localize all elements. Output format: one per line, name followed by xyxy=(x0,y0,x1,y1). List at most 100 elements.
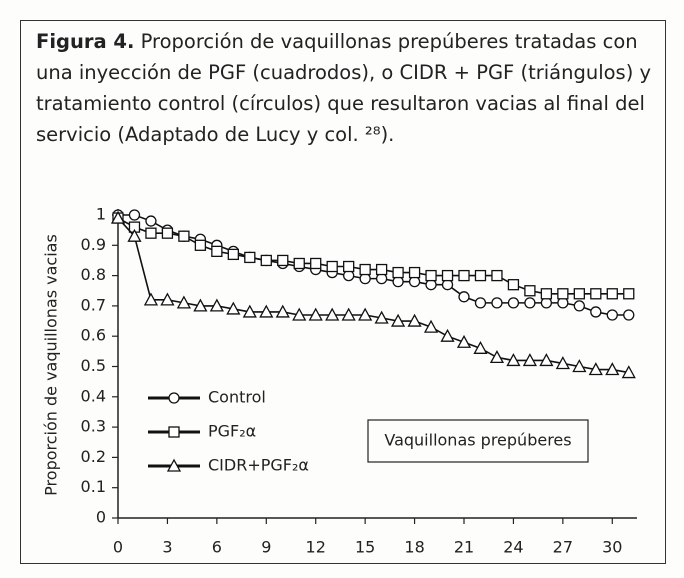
data-point xyxy=(458,291,470,303)
data-point xyxy=(474,297,487,309)
data-point xyxy=(440,328,455,342)
data-point xyxy=(343,260,355,273)
data-point xyxy=(176,295,191,309)
x-tick-label: 18 xyxy=(404,538,424,557)
data-point xyxy=(408,266,421,279)
y-tick-label: 0.8 xyxy=(81,265,106,284)
data-point xyxy=(590,288,602,300)
y-tick-label: 0.3 xyxy=(81,417,106,436)
data-point xyxy=(606,309,618,321)
data-point xyxy=(209,298,224,312)
data-point xyxy=(277,254,289,267)
data-point xyxy=(160,292,175,306)
x-tick-label: 6 xyxy=(212,538,222,557)
x-tick-label: 30 xyxy=(602,538,622,557)
data-point xyxy=(407,313,422,327)
data-point xyxy=(623,288,635,300)
data-point xyxy=(441,269,454,282)
data-point xyxy=(145,227,157,239)
data-point xyxy=(425,269,437,282)
y-tick-label: 0.6 xyxy=(81,326,106,345)
data-point xyxy=(359,263,371,276)
data-point xyxy=(227,248,239,261)
data-point xyxy=(573,288,585,300)
data-point xyxy=(507,279,520,291)
data-point xyxy=(244,251,256,264)
data-point xyxy=(491,269,503,282)
data-point xyxy=(127,228,142,242)
data-point xyxy=(358,307,373,321)
data-point xyxy=(326,260,338,273)
legend-label: PGF₂α xyxy=(208,422,256,441)
data-point xyxy=(226,301,241,315)
series-line xyxy=(118,214,629,316)
x-tick-label: 27 xyxy=(553,538,573,557)
data-point xyxy=(128,209,141,221)
y-tick-label: 0.9 xyxy=(81,235,106,254)
data-point xyxy=(557,288,569,300)
data-point xyxy=(506,353,521,367)
data-point xyxy=(341,307,356,321)
y-tick-label: 0.5 xyxy=(81,356,106,375)
data-point xyxy=(605,362,620,376)
x-tick-label: 24 xyxy=(503,538,523,557)
data-point xyxy=(507,297,520,309)
data-point xyxy=(573,300,585,312)
data-point xyxy=(391,313,406,327)
data-point xyxy=(211,245,223,258)
data-point xyxy=(540,288,553,300)
annotation-box xyxy=(367,419,589,463)
y-tick-label: 1 xyxy=(96,205,106,224)
y-tick-label: 0.7 xyxy=(81,295,106,314)
data-point xyxy=(522,353,537,367)
annotation: Vaquillonas prepúberes xyxy=(384,431,571,450)
y-axis-label: Proporción de vaquillonas vacias xyxy=(42,234,61,496)
x-tick-label: 3 xyxy=(162,538,172,557)
x-tick-label: 21 xyxy=(454,538,474,557)
data-point xyxy=(555,356,570,370)
legend-marker xyxy=(168,392,180,404)
x-tick-label: 0 xyxy=(113,538,123,557)
data-point xyxy=(260,254,272,267)
data-point xyxy=(293,257,305,270)
data-point xyxy=(458,269,470,282)
data-point xyxy=(325,307,340,321)
figure-frame xyxy=(20,20,666,564)
x-tick-label: 9 xyxy=(261,538,271,557)
data-point xyxy=(292,307,307,321)
data-point xyxy=(178,230,190,242)
data-point xyxy=(392,266,404,279)
legend-marker xyxy=(166,458,182,472)
legend-label: CIDR+PGF₂α xyxy=(208,456,309,475)
data-point xyxy=(374,310,389,324)
data-point xyxy=(474,269,487,282)
data-point xyxy=(606,288,618,300)
data-point xyxy=(590,306,602,318)
y-tick-label: 0.4 xyxy=(81,386,106,405)
series-line xyxy=(117,217,629,295)
data-point xyxy=(489,350,505,364)
legend-marker xyxy=(168,426,180,438)
data-point xyxy=(473,340,488,354)
data-point xyxy=(621,365,636,379)
data-point xyxy=(259,304,274,318)
data-point xyxy=(623,309,635,321)
data-point xyxy=(456,334,472,348)
y-tick-label: 0.1 xyxy=(81,477,106,496)
data-point xyxy=(524,297,536,309)
data-point xyxy=(491,297,503,309)
caption-label: Figura 4. xyxy=(36,30,135,53)
data-point xyxy=(308,307,323,321)
data-point xyxy=(539,353,554,367)
data-point xyxy=(143,292,159,306)
data-point xyxy=(423,319,439,333)
caption: Figura 4. Proporción de vaquillonas prep… xyxy=(36,26,658,150)
data-point xyxy=(275,304,290,318)
x-tick-label: 15 xyxy=(355,538,375,557)
data-point xyxy=(145,215,157,227)
y-tick-label: 0 xyxy=(96,508,106,527)
data-point xyxy=(375,263,388,276)
data-point xyxy=(588,362,603,376)
data-point xyxy=(242,304,257,318)
